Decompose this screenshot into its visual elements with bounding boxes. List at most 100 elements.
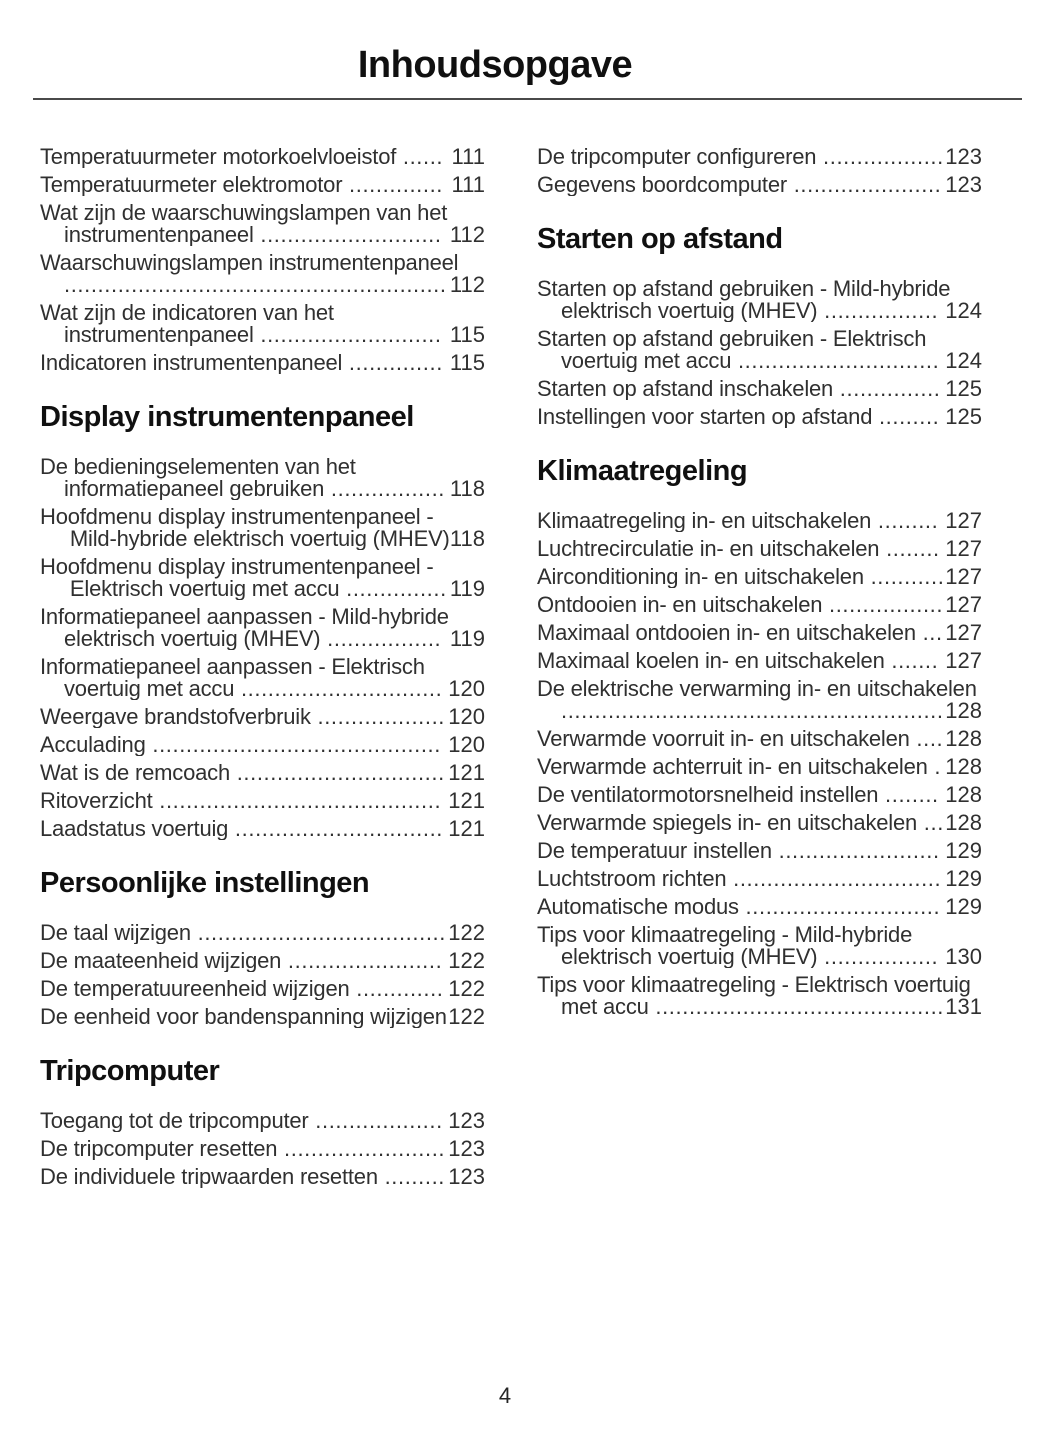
toc-entry[interactable]: Airconditioning in- en uitschakelen ....… (537, 566, 982, 588)
toc-entry-body: Verwarmde achterruit in- en uitschakelen… (537, 756, 982, 778)
toc-entry[interactable]: Automatische modus .....................… (537, 896, 982, 918)
toc-entry-title: Klimaatregeling in- en uitschakelen (537, 510, 872, 532)
toc-entry-title: De individuele tripwaarden resetten (40, 1166, 378, 1188)
toc-entry[interactable]: Maximaal ontdooien in- en uitschakelen .… (537, 622, 982, 644)
toc-entry[interactable]: De maateenheid wijzigen ................… (40, 950, 485, 972)
toc-entry-body: De taal wijzigen .......................… (40, 922, 485, 944)
toc-entry[interactable]: Toegang tot de tripcomputer ............… (40, 1110, 485, 1132)
toc-entry[interactable]: Wat zijn de waarschuwingslampen van het … (40, 202, 485, 246)
toc-entry-page: 127 (945, 508, 982, 533)
toc-entry-body: Wat zijn de waarschuwingslampen van het … (40, 202, 485, 246)
toc-entry[interactable]: De tripcomputer configureren ...........… (537, 146, 982, 168)
toc-entry[interactable]: Informatiepaneel aanpassen - Elektrisch … (40, 656, 485, 700)
dot-leader: ........ (879, 538, 940, 560)
toc-entry[interactable]: De eenheid voor bandenspanning wijzigen 1… (40, 1006, 485, 1028)
toc-entry-page: 121 (448, 760, 485, 785)
toc-entry[interactable]: Verwarmde spiegels in- en uitschakelen .… (537, 812, 982, 834)
dot-leader: ............................... (726, 868, 942, 890)
toc-entry[interactable]: Gegevens boordcomputer .................… (537, 174, 982, 196)
toc-entry-body: De temperatuur instellen ...............… (537, 840, 982, 862)
dot-leader: ........................................… (152, 790, 442, 812)
page-title: Inhoudsopgave (357, 44, 633, 86)
toc-entry-title: De tripcomputer resetten (40, 1138, 278, 1160)
dot-leader: ................. (320, 626, 442, 650)
toc-entry[interactable]: Hoofdmenu display instrumentenpaneel - M… (40, 506, 485, 550)
toc-entry-title: Wat zijn de indicatoren van het instrume… (40, 302, 334, 346)
toc-entry-title: Acculading (40, 734, 146, 756)
toc-entry-page: 124 (945, 298, 982, 323)
toc-entry[interactable]: De tripcomputer resetten ...............… (40, 1138, 485, 1160)
toc-entry-body: Instellingen voor starten op afstand ...… (537, 406, 982, 428)
toc-entry[interactable]: Maximaal koelen in- en uitschakelen ....… (537, 650, 982, 672)
toc-entry-body: Waarschuwingslampen instrumentenpaneel .… (40, 252, 485, 296)
toc-entry[interactable]: Luchtstroom richten ....................… (537, 868, 982, 890)
dot-leader: ................... (308, 1110, 443, 1132)
toc-entry[interactable]: De bedieningselementen van het informati… (40, 456, 485, 500)
toc-entry-page: 118 (449, 476, 485, 501)
toc-entry-page: 123 (945, 172, 982, 197)
toc-entry[interactable]: De temperatuureenheid wijzigen .........… (40, 978, 485, 1000)
toc-entry[interactable]: Tips voor klimaatregeling - Mild-hybride… (537, 924, 982, 968)
dot-leader: ................. (822, 594, 944, 616)
toc-entry[interactable]: De taal wijzigen .......................… (40, 922, 485, 944)
toc-entry-page: 125 (945, 376, 982, 401)
toc-entry-page: 123 (448, 1164, 485, 1189)
dot-leader: ........................... (253, 322, 442, 346)
toc-entry[interactable]: Ontdooien in- en uitschakelen ..........… (537, 594, 982, 616)
toc-entry-title: De tripcomputer configureren (537, 146, 817, 168)
toc-entry[interactable]: Indicatoren instrumentenpaneel .........… (40, 352, 485, 374)
toc-entry[interactable]: Instellingen voor starten op afstand ...… (537, 406, 982, 428)
toc-entry[interactable]: Temperatuurmeter elektromotor ..........… (40, 174, 485, 196)
toc-entry-title: De temperatuur instellen (537, 840, 772, 862)
dot-leader: .............. (342, 352, 443, 374)
toc-entry-page: 123 (448, 1136, 485, 1161)
toc-entry[interactable]: Klimaatregeling in- en uitschakelen ....… (537, 510, 982, 532)
toc-entry-page: 120 (448, 676, 485, 701)
toc-entry[interactable]: Informatiepaneel aanpassen - Mild-hybrid… (40, 606, 485, 650)
toc-entry[interactable]: De individuele tripwaarden resetten ....… (40, 1166, 485, 1188)
toc-entry[interactable]: Tips voor klimaatregeling - Elektrisch v… (537, 974, 982, 1018)
toc-entry[interactable]: Laadstatus voertuig ....................… (40, 818, 485, 840)
toc-columns: Temperatuurmeter motorkoelvloeistof ....… (0, 100, 1055, 1194)
toc-entry[interactable]: Starten op afstand gebruiken - Mild-hybr… (537, 278, 982, 322)
toc-entry[interactable]: Ritoverzicht ...........................… (40, 790, 485, 812)
toc-entry-page: 128 (945, 754, 982, 779)
toc-entry[interactable]: Verwarmde achterruit in- en uitschakelen… (537, 756, 982, 778)
toc-entry[interactable]: Wat is de remcoach .....................… (40, 762, 485, 784)
toc-entry-title: Toegang tot de tripcomputer (40, 1110, 309, 1132)
dot-leader: ................. (817, 298, 939, 322)
toc-entry[interactable]: Starten op afstand gebruiken - Elektrisc… (537, 328, 982, 372)
toc-entry-page: 122 (448, 976, 485, 1001)
toc-entry-body: Hoofdmenu display instrumentenpaneel - M… (40, 506, 485, 550)
toc-entry-title: Temperatuurmeter elektromotor (40, 174, 343, 196)
toc-entry[interactable]: Verwarmde voorruit in- en uitschakelen .… (537, 728, 982, 750)
toc-column-right: De tripcomputer configureren ...........… (537, 146, 982, 1194)
title-divider (33, 98, 1022, 100)
toc-entry[interactable]: De temperatuur instellen ...............… (537, 840, 982, 862)
toc-entry[interactable]: Waarschuwingslampen instrumentenpaneel .… (40, 252, 485, 296)
toc-entry-title: Verwarmde voorruit in- en uitschakelen (537, 728, 910, 750)
toc-entry[interactable]: De ventilatormotorsnelheid instellen ...… (537, 784, 982, 806)
toc-entry-title: Luchtstroom richten (537, 868, 727, 890)
toc-entry-title: Verwarmde spiegels in- en uitschakelen (537, 812, 918, 834)
toc-entry[interactable]: Starten op afstand inschakelen .........… (537, 378, 982, 400)
toc-entry-title: De temperatuureenheid wijzigen (40, 978, 350, 1000)
toc-entry-page: 128 (945, 698, 982, 723)
toc-entry-title: Gegevens boordcomputer (537, 174, 787, 196)
toc-entry[interactable]: Wat zijn de indicatoren van het instrume… (40, 302, 485, 346)
toc-entry[interactable]: Acculading .............................… (40, 734, 485, 756)
toc-entry-page: 128 (945, 810, 982, 835)
toc-entry-body: Tips voor klimaatregeling - Elektrisch v… (537, 974, 982, 1018)
toc-entry-body: De tripcomputer resetten ...............… (40, 1138, 485, 1160)
dot-leader: ....................... (281, 950, 443, 972)
toc-entry-page: 128 (945, 782, 982, 807)
toc-entry[interactable]: De elektrische verwarming in- en uitscha… (537, 678, 982, 722)
dot-leader: ...... (396, 146, 444, 168)
section-header: Tripcomputer (40, 1055, 220, 1087)
toc-entry-page: 122 (448, 1004, 485, 1029)
toc-entry[interactable]: Weergave brandstofverbruik .............… (40, 706, 485, 728)
toc-entry[interactable]: Temperatuurmeter motorkoelvloeistof ....… (40, 146, 485, 168)
toc-entry-body: Indicatoren instrumentenpaneel .........… (40, 352, 485, 374)
toc-entry[interactable]: Luchtrecirculatie in- en uitschakelen ..… (537, 538, 982, 560)
toc-entry[interactable]: Hoofdmenu display instrumentenpaneel - E… (40, 556, 485, 600)
